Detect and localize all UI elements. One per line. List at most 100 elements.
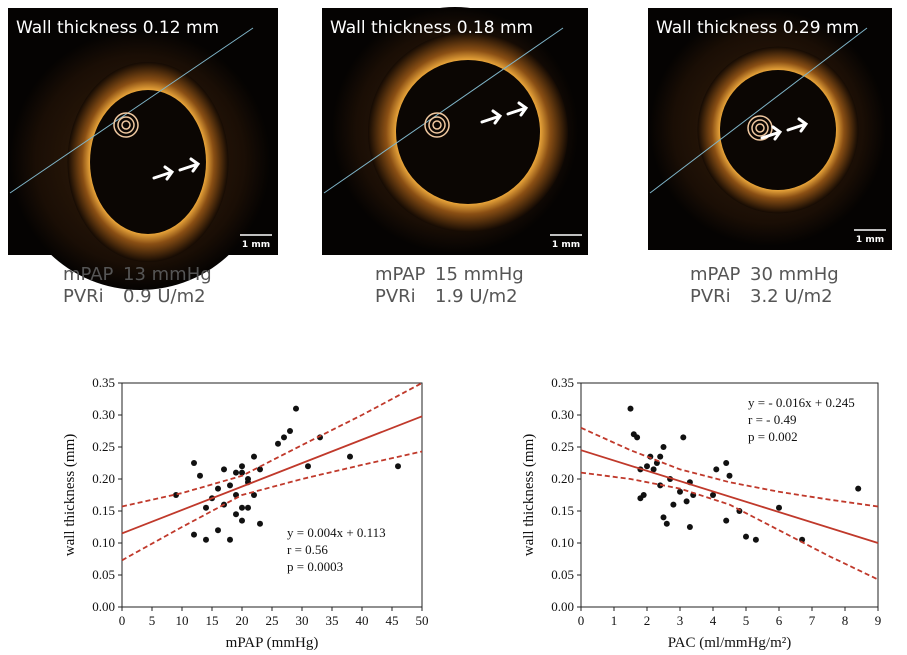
data-point bbox=[710, 492, 716, 498]
y-tick-label: 0.15 bbox=[92, 503, 115, 518]
annotation: y = 0.004x + 0.113 bbox=[287, 525, 386, 540]
x-tick-label: 25 bbox=[266, 613, 279, 628]
oct-arrow bbox=[480, 109, 503, 125]
data-point bbox=[257, 520, 263, 527]
oct-catheter bbox=[751, 119, 769, 137]
confidence-band bbox=[121, 450, 423, 562]
annotation: r = - 0.49 bbox=[748, 412, 797, 427]
caption-value: 30 mmHg bbox=[750, 264, 839, 285]
oct-arrow bbox=[786, 117, 809, 133]
y-tick-label: 0.20 bbox=[551, 471, 574, 486]
data-point bbox=[752, 536, 759, 543]
data-point bbox=[275, 440, 281, 447]
data-point bbox=[239, 463, 245, 470]
data-point bbox=[191, 531, 197, 538]
data-point bbox=[239, 517, 245, 524]
annotation: p = 0.0003 bbox=[287, 559, 343, 574]
y-tick-label: 0.00 bbox=[551, 599, 574, 614]
data-point bbox=[627, 405, 634, 412]
y-axis-label: wall thickness (mm) bbox=[521, 434, 537, 556]
data-point bbox=[683, 498, 690, 505]
scale-label: 1 mm bbox=[242, 240, 270, 250]
y-tick-label: 0.05 bbox=[551, 567, 574, 582]
data-point bbox=[723, 517, 730, 524]
data-point bbox=[191, 460, 197, 466]
oct-arrow bbox=[760, 125, 783, 141]
y-tick-label: 0.00 bbox=[92, 599, 115, 614]
annotation: y = - 0.016x + 0.245 bbox=[748, 395, 855, 410]
oct-guide-line bbox=[323, 27, 564, 194]
plot-frame bbox=[121, 382, 423, 608]
oct-arrow bbox=[152, 165, 175, 181]
x-tick-label: 20 bbox=[236, 613, 249, 628]
y-tick-label: 0.10 bbox=[551, 535, 574, 550]
caption-value: 0.9 U/m2 bbox=[123, 286, 206, 307]
data-point bbox=[173, 492, 179, 498]
oct-catheter bbox=[755, 123, 765, 133]
x-tick-label: 1 bbox=[611, 613, 618, 628]
data-point bbox=[227, 482, 233, 489]
data-point bbox=[855, 485, 862, 492]
caption-label: mPAP bbox=[375, 264, 426, 285]
x-tick-label: 7 bbox=[809, 613, 816, 628]
oct-catheter bbox=[432, 120, 442, 130]
y-tick-label: 0.25 bbox=[551, 439, 574, 454]
oct-catheter bbox=[113, 112, 139, 138]
regression-line bbox=[580, 449, 879, 544]
data-point bbox=[634, 434, 641, 441]
plot-frame bbox=[580, 382, 879, 608]
data-point bbox=[239, 469, 245, 476]
x-tick-label: 35 bbox=[326, 613, 339, 628]
x-tick-label: 45 bbox=[386, 613, 399, 628]
data-point bbox=[660, 444, 667, 450]
x-tick-label: 10 bbox=[176, 613, 189, 628]
data-point bbox=[663, 520, 670, 527]
caption-label: PVRi bbox=[690, 286, 731, 307]
x-tick-label: 0 bbox=[119, 613, 126, 628]
x-tick-label: 3 bbox=[677, 613, 684, 628]
data-point bbox=[197, 472, 203, 479]
x-tick-label: 0 bbox=[578, 613, 585, 628]
scale-label: 1 mm bbox=[552, 240, 580, 250]
scale-label: 1 mm bbox=[856, 235, 884, 245]
data-point bbox=[203, 536, 209, 543]
caption-label: mPAP bbox=[63, 264, 114, 285]
data-point bbox=[245, 504, 251, 511]
x-tick-label: 50 bbox=[416, 613, 429, 628]
y-tick-label: 0.15 bbox=[551, 503, 574, 518]
x-tick-label: 5 bbox=[743, 613, 750, 628]
oct-lumen bbox=[90, 90, 206, 234]
data-point bbox=[743, 533, 749, 540]
annotation: r = 0.56 bbox=[287, 542, 328, 557]
data-point bbox=[640, 492, 647, 498]
caption-label: PVRi bbox=[375, 286, 416, 307]
oct-catheter bbox=[428, 116, 446, 134]
x-tick-label: 4 bbox=[710, 613, 717, 628]
oct-arrow bbox=[178, 157, 201, 173]
data-point bbox=[726, 472, 733, 479]
data-point bbox=[281, 434, 287, 441]
caption-label: mPAP bbox=[690, 264, 741, 285]
x-tick-label: 40 bbox=[356, 613, 369, 628]
data-point bbox=[680, 434, 687, 441]
x-tick-label: 2 bbox=[644, 613, 651, 628]
data-point bbox=[644, 463, 650, 470]
oct-catheter bbox=[121, 120, 131, 130]
caption-value: 15 mmHg bbox=[435, 264, 524, 285]
caption-label: PVRi bbox=[63, 286, 104, 307]
data-point bbox=[293, 405, 299, 412]
y-tick-label: 0.05 bbox=[92, 567, 115, 582]
y-tick-label: 0.35 bbox=[551, 375, 574, 390]
oct-guide-line bbox=[649, 27, 868, 194]
data-point bbox=[723, 460, 730, 466]
data-point bbox=[305, 463, 311, 470]
data-point bbox=[677, 488, 683, 495]
data-point bbox=[257, 466, 263, 473]
data-point bbox=[776, 504, 782, 511]
x-tick-label: 6 bbox=[776, 613, 783, 628]
y-tick-label: 0.30 bbox=[92, 407, 115, 422]
caption-value: 1.9 U/m2 bbox=[435, 286, 518, 307]
y-tick-label: 0.30 bbox=[551, 407, 574, 422]
x-tick-label: 30 bbox=[296, 613, 309, 628]
caption-value: 13 mmHg bbox=[123, 264, 212, 285]
